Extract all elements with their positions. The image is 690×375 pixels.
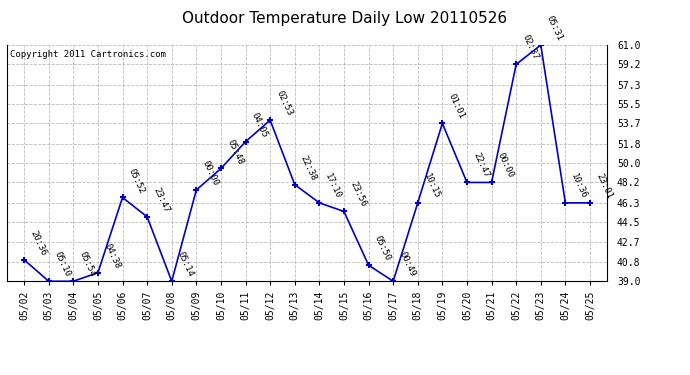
Text: 04:05: 04:05 bbox=[250, 111, 269, 139]
Text: 00:49: 00:49 bbox=[397, 250, 417, 279]
Text: 22:47: 22:47 bbox=[471, 152, 491, 180]
Text: 23:01: 23:01 bbox=[594, 172, 613, 200]
Text: Outdoor Temperature Daily Low 20110526: Outdoor Temperature Daily Low 20110526 bbox=[182, 11, 508, 26]
Text: 05:31: 05:31 bbox=[545, 14, 564, 42]
Text: 02:37: 02:37 bbox=[520, 33, 540, 62]
Text: 10:15: 10:15 bbox=[422, 172, 442, 200]
Text: 00:00: 00:00 bbox=[495, 152, 515, 180]
Text: 20:36: 20:36 bbox=[28, 229, 48, 257]
Text: 23:56: 23:56 bbox=[348, 180, 368, 209]
Text: 10:36: 10:36 bbox=[569, 172, 589, 200]
Text: 00:00: 00:00 bbox=[201, 159, 220, 187]
Text: 23:47: 23:47 bbox=[151, 186, 171, 214]
Text: 04:38: 04:38 bbox=[102, 242, 121, 270]
Text: 17:10: 17:10 bbox=[324, 172, 343, 200]
Text: 05:52: 05:52 bbox=[127, 166, 146, 195]
Text: 22:38: 22:38 bbox=[299, 154, 318, 182]
Text: 05:54: 05:54 bbox=[77, 250, 97, 279]
Text: 05:50: 05:50 bbox=[373, 234, 392, 262]
Text: 05:48: 05:48 bbox=[225, 138, 245, 166]
Text: 01:01: 01:01 bbox=[446, 93, 466, 121]
Text: 05:14: 05:14 bbox=[176, 250, 195, 279]
Text: Copyright 2011 Cartronics.com: Copyright 2011 Cartronics.com bbox=[10, 50, 166, 59]
Text: 02:53: 02:53 bbox=[275, 89, 294, 117]
Text: 05:10: 05:10 bbox=[53, 250, 72, 279]
